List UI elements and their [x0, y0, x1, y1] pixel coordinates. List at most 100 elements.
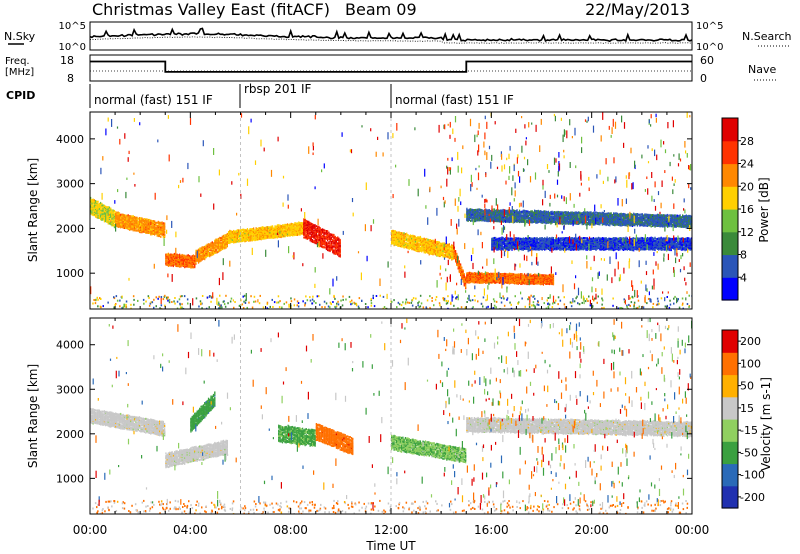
power-echo-cell-1015	[169, 259, 171, 262]
power-echo-cell-984	[166, 260, 168, 263]
power-echo-cell-1500	[206, 243, 208, 246]
power-echo-cell-1748	[228, 237, 230, 240]
power-echo-cell-1195	[182, 254, 185, 257]
power-echo-cell-3362	[406, 243, 408, 246]
power-echo-cell-2443	[283, 235, 285, 238]
power-echo-cell-1955	[244, 237, 246, 240]
power-echo-cell-2062	[253, 238, 255, 241]
power-echo-cell-2772	[308, 220, 310, 223]
power-echo-cell-277	[111, 223, 113, 226]
power-echo-cell-1522	[209, 247, 211, 250]
power-echo-cell-1510	[207, 246, 210, 249]
power-echo-cell-1387	[197, 250, 200, 253]
power-echo-cell-2701	[303, 227, 305, 230]
power-echo-cell-796	[151, 231, 153, 234]
power-echo-cell-1264	[189, 265, 191, 268]
power-echo-cell-2746	[307, 232, 309, 235]
power-echo-cell-2014	[249, 239, 251, 242]
power-echo-cell-1217	[185, 262, 187, 265]
power-echo-cell-215	[106, 219, 108, 222]
power-echo-cell-187	[103, 211, 106, 214]
power-echo-cell-1882	[238, 238, 240, 241]
power-echo-cell-2501	[286, 223, 289, 226]
power-echo-cell-2545	[290, 222, 292, 225]
power-echo-cell-3518	[418, 242, 420, 245]
power-echo-cell-2810	[312, 234, 314, 237]
power-echo-cell-373	[117, 213, 119, 216]
power-echo-cell-3782	[438, 241, 440, 244]
power-echo-cell-4344	[483, 272, 486, 275]
power-echo-cell-2144	[259, 236, 261, 239]
power-echo-cell-776	[148, 218, 151, 221]
power-echo-cell-306	[112, 212, 114, 215]
power-echo-cell-1034	[170, 256, 172, 259]
power-echo-cell-1261	[187, 254, 190, 257]
power-echo-cell-3999	[457, 263, 459, 266]
power-echo-cell-3275	[399, 245, 402, 248]
power-echo-cell-970	[165, 259, 167, 262]
power-echo-cell-547	[131, 215, 133, 218]
power-echo-cell-4684	[511, 272, 513, 275]
power-echo-cell-2584	[294, 231, 296, 234]
power-echo-cell-703	[143, 224, 146, 227]
power-echo-cell-486	[127, 225, 129, 228]
power-echo-cell-987	[166, 256, 168, 259]
power-echo-cell-438	[123, 227, 126, 230]
power-echo-cell-2659	[299, 222, 301, 225]
power-echo-cell-1606	[216, 247, 218, 250]
power-echo-cell-2674	[300, 223, 302, 226]
power-echo-cell-270	[110, 213, 112, 216]
power-echo-cell-2491	[286, 232, 289, 235]
power-echo-cell-3471	[414, 243, 417, 246]
power-echo-cell-622	[137, 222, 139, 225]
power-echo-cell-3785	[439, 254, 442, 257]
power-echo-cell-4926	[530, 273, 532, 276]
power-echo-cell-3744	[436, 247, 438, 250]
power-echo-cell-1126	[177, 259, 180, 262]
power-echo-cell-3884	[447, 249, 449, 252]
power-echo-cell-4940	[531, 275, 533, 278]
power-echo-cell-933	[162, 234, 164, 237]
power-echo-cell-915	[160, 221, 162, 224]
power-echo-cell-3558	[422, 246, 424, 249]
power-echo-cell-256	[108, 212, 111, 215]
power-echo-cell-234	[107, 217, 109, 220]
power-echo-cell-2495	[286, 230, 289, 233]
power-echo-cell-918	[161, 233, 163, 236]
power-echo-cell-399	[120, 220, 122, 223]
power-echo-cell-183	[103, 215, 106, 218]
power-echo-cell-3352	[404, 236, 407, 239]
power-echo-cell-3164	[391, 238, 393, 241]
power-echo-cell-309	[113, 226, 116, 229]
power-echo-cell-377	[118, 225, 121, 228]
power-echo-cell-612	[136, 216, 138, 219]
power-echo-cell-3829	[443, 253, 445, 256]
power-echo-cell-1559	[212, 252, 215, 255]
power-echo-cell-430	[122, 219, 124, 222]
power-echo-cell-568	[133, 225, 136, 228]
power-echo-cell-1418	[200, 247, 202, 250]
power-echo-cell-932	[162, 236, 164, 239]
power-echo-cell-3198	[393, 235, 395, 238]
power-echo-cell-2992	[327, 249, 329, 252]
power-echo-cell-3566	[422, 239, 424, 242]
power-echo-cell-2329	[273, 230, 275, 233]
power-echo-cell-3062	[332, 238, 334, 241]
power-echo-cell-67	[95, 215, 97, 218]
power-echo-cell-18	[91, 211, 93, 214]
power-echo-cell-564	[133, 229, 136, 232]
power-echo-cell-791	[150, 221, 152, 224]
power-echo-cell-153	[101, 213, 103, 216]
power-echo-cell-1735	[226, 237, 228, 240]
power-echo-cell-3413	[409, 234, 412, 237]
power-echo-cell-3368	[406, 234, 408, 237]
power-echo-cell-3292	[401, 245, 403, 248]
power-echo-cell-2993	[327, 246, 329, 249]
power-echo-cell-1480	[205, 248, 207, 251]
power-echo-cell-2307	[271, 234, 274, 237]
power-echo-cell-3381	[407, 237, 409, 240]
power-echo-cell-2045	[250, 228, 252, 231]
power-echo-cell-1375	[197, 259, 200, 262]
power-echo-cell-2588	[294, 228, 296, 231]
power-echo-cell-2315	[271, 229, 274, 232]
